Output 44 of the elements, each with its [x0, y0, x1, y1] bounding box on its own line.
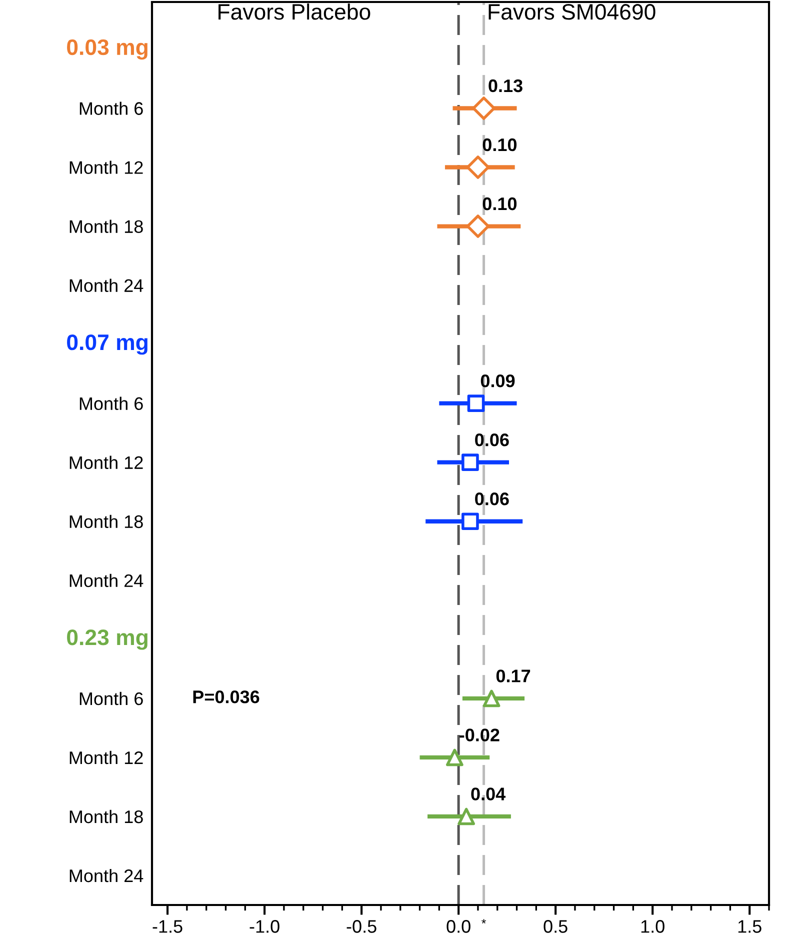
- text: 0.23 mg: [67, 630, 148, 650]
- y-tick-label: Month 18: [70, 810, 143, 824]
- point: [466, 214, 490, 238]
- point: [458, 808, 475, 826]
- text: 0.03 mg: [67, 39, 148, 60]
- point: [462, 512, 479, 530]
- text: 0.07 mg: [67, 334, 148, 355]
- y-tick-label: Month 24: [70, 868, 144, 882]
- data-label: 0.10: [482, 197, 517, 210]
- x-tick-label: 1.5: [738, 920, 762, 933]
- point: [466, 156, 490, 179]
- x-tick-label: -1.5: [152, 920, 182, 933]
- annotation: P=0.036: [193, 690, 260, 704]
- data-label: 0.04: [471, 788, 506, 800]
- point: [482, 690, 500, 708]
- data-label: 0.06: [475, 492, 509, 506]
- y-tick-label: Month 6: [80, 102, 143, 115]
- data-label: 0.17: [496, 670, 530, 682]
- x-tick-label: 1.0: [641, 920, 664, 933]
- y-tick-label: Month 12: [70, 456, 143, 470]
- y-tick-label: Month 18: [70, 514, 143, 528]
- y-tick-label: Month 18: [70, 220, 143, 233]
- data-label: 0.09: [480, 374, 515, 388]
- y-tick-label: Month 6: [80, 396, 143, 410]
- ref-line-label: *: [482, 919, 486, 924]
- data-label: -0.02: [460, 728, 500, 742]
- x-tick-label: 0.0: [446, 920, 470, 933]
- point: [467, 394, 485, 412]
- x-tick-label: 0.5: [544, 920, 568, 933]
- y-tick-label: Month 24: [70, 574, 144, 588]
- data-label: 0.13: [488, 79, 522, 92]
- data-label: 0.06: [475, 434, 509, 446]
- y-tick-label: Month 6: [80, 692, 143, 706]
- y-tick-label: Month 12: [70, 750, 143, 764]
- annotation: Favors Placebo: [218, 3, 370, 20]
- point: [472, 96, 496, 120]
- x-tick-label: -0.5: [346, 920, 376, 933]
- y-tick-label: Month 12: [70, 160, 143, 174]
- point: [462, 454, 479, 472]
- y-tick-label: Month 24: [70, 278, 144, 292]
- x-tick-label: -1.0: [250, 920, 280, 933]
- point: [446, 748, 464, 766]
- data-label: 0.10: [482, 138, 517, 152]
- annotation: Favors SM04690: [488, 4, 656, 20]
